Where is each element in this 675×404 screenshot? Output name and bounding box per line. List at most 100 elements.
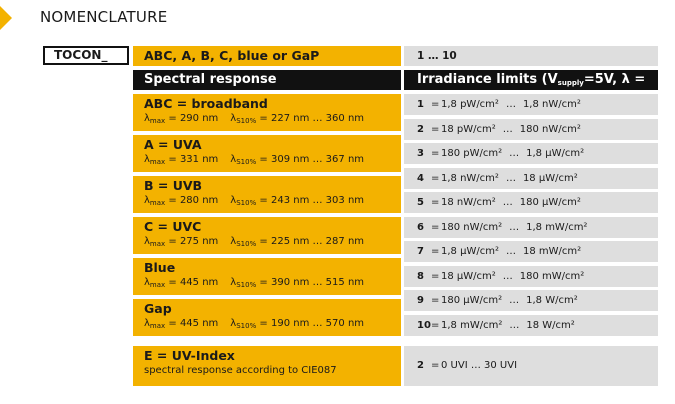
irradiance-row: 2 = 18 pW/cm² … 180 nW/cm² bbox=[404, 119, 658, 140]
spectral-item-wavelengths: λmax = 331 nm λS10% = 309 nm … 367 nm bbox=[144, 153, 401, 169]
product-code-box: TOCON_ bbox=[43, 46, 129, 65]
irradiance-row: 5 = 18 nW/cm² … 180 µW/cm² bbox=[404, 192, 658, 213]
irradiance-sep: … bbox=[502, 271, 513, 282]
irradiance-to: 18 mW/cm² bbox=[522, 246, 582, 257]
variant-options-label: ABC, A, B, C, blue or GaP bbox=[144, 48, 320, 63]
lambda-s10-sub: S10% bbox=[236, 322, 257, 330]
irradiance-header-supply-sub: supply bbox=[557, 79, 584, 87]
uv-index-eq: = bbox=[431, 360, 440, 371]
irradiance-number: 2 bbox=[417, 124, 424, 135]
lambda-symbol: λ bbox=[144, 113, 150, 124]
lambda-eq: = bbox=[256, 236, 271, 247]
irradiance-row: 10= 1,8 mW/cm² … 18 W/cm² bbox=[404, 315, 658, 336]
irradiance-from: 180 nW/cm² bbox=[441, 222, 503, 233]
range-label: 1 … 10 bbox=[417, 50, 457, 62]
lambda-max-value: 290 nm bbox=[179, 113, 219, 124]
lambda-symbol: λ bbox=[230, 113, 237, 124]
irradiance-from: 18 pW/cm² bbox=[441, 124, 496, 135]
lambda-s10-range: 309 nm … 367 nm bbox=[270, 154, 365, 165]
irradiance-sep: … bbox=[509, 148, 520, 159]
irradiance-eq: = bbox=[431, 99, 440, 110]
lambda-max-value: 445 nm bbox=[179, 277, 219, 288]
lambda-s10-range: 390 nm … 515 nm bbox=[270, 277, 365, 288]
lambda-max-value: 280 nm bbox=[179, 195, 219, 206]
lambda-symbol: λ bbox=[230, 236, 237, 247]
lambda-eq: = bbox=[165, 195, 180, 206]
irradiance-sep: … bbox=[509, 320, 520, 331]
lambda-max-sub: max bbox=[149, 281, 166, 289]
range-row: 1 … 10 bbox=[404, 46, 658, 66]
spectral-response-label: Spectral response bbox=[144, 72, 277, 87]
irradiance-eq: = bbox=[431, 148, 440, 159]
lambda-s10-sub: S10% bbox=[236, 199, 257, 207]
lambda-symbol: λ bbox=[144, 236, 150, 247]
lambda-symbol: λ bbox=[144, 195, 150, 206]
uv-index-range: 0 UVI … 30 UVI bbox=[441, 360, 518, 371]
irradiance-from: 18 µW/cm² bbox=[441, 271, 496, 282]
lambda-eq: = bbox=[256, 318, 271, 329]
irradiance-to: 180 nW/cm² bbox=[519, 124, 581, 135]
irradiance-to: 1,8 mW/cm² bbox=[526, 222, 588, 233]
lambda-eq: = bbox=[165, 318, 180, 329]
spectral-item-wavelengths: λmax = 290 nm λS10% = 227 nm … 360 nm bbox=[144, 112, 401, 128]
spectral-item-name: Gap bbox=[144, 301, 172, 316]
irradiance-sep: … bbox=[505, 173, 516, 184]
lambda-s10-sub: S10% bbox=[236, 281, 257, 289]
irradiance-to: 1,8 W/cm² bbox=[526, 295, 578, 306]
spectral-item-wavelengths: λmax = 280 nm λS10% = 243 nm … 303 nm bbox=[144, 194, 401, 210]
irradiance-limits-header: Irradiance limits (Vsupply=5V, λ = λpeak… bbox=[404, 70, 658, 110]
lambda-max-value: 445 nm bbox=[179, 318, 219, 329]
irradiance-number: 8 bbox=[417, 271, 424, 282]
irradiance-to: 18 W/cm² bbox=[526, 320, 575, 331]
irradiance-number: 10 bbox=[417, 320, 431, 331]
irradiance-row: 7 = 1,8 µW/cm² … 18 mW/cm² bbox=[404, 241, 658, 262]
lambda-max-sub: max bbox=[149, 322, 166, 330]
spectral-item: A = UVA λmax = 331 nm λS10% = 309 nm … 367… bbox=[133, 135, 401, 172]
irradiance-row: 3 = 180 pW/cm² … 1,8 µW/cm² bbox=[404, 143, 658, 164]
irradiance-sep: … bbox=[509, 222, 520, 233]
lambda-symbol: λ bbox=[144, 318, 150, 329]
spectral-item-wavelengths: λmax = 445 nm λS10% = 390 nm … 515 nm bbox=[144, 276, 401, 292]
lambda-eq: = bbox=[165, 154, 180, 165]
irradiance-row: 8 = 18 µW/cm² … 180 mW/cm² bbox=[404, 266, 658, 287]
irradiance-number: 5 bbox=[417, 197, 424, 208]
spectral-item-name: B = UVB bbox=[144, 178, 203, 193]
spectral-item-name: ABC = broadband bbox=[144, 96, 268, 111]
lambda-s10-range: 225 nm … 287 nm bbox=[270, 236, 365, 247]
irradiance-row: 1 = 1,8 pW/cm² … 1,8 nW/cm² bbox=[404, 94, 658, 115]
lambda-symbol: λ bbox=[144, 277, 150, 288]
irradiance-number: 3 bbox=[417, 148, 424, 159]
lambda-symbol: λ bbox=[230, 277, 237, 288]
lambda-max-sub: max bbox=[149, 240, 166, 248]
irradiance-row: 6 = 180 nW/cm² … 1,8 mW/cm² bbox=[404, 217, 658, 238]
irradiance-number: 1 bbox=[417, 99, 424, 110]
spectral-item-wavelengths: λmax = 445 nm λS10% = 190 nm … 570 nm bbox=[144, 317, 401, 333]
lambda-max-sub: max bbox=[149, 117, 166, 125]
irradiance-sep: … bbox=[502, 197, 513, 208]
uv-index-row: E = UV-Index spectral response according… bbox=[133, 346, 401, 386]
lambda-max-sub: max bbox=[149, 158, 166, 166]
spectral-item-name: C = UVC bbox=[144, 219, 202, 234]
irradiance-to: 1,8 µW/cm² bbox=[526, 148, 585, 159]
lambda-symbol: λ bbox=[230, 154, 237, 165]
lambda-s10-range: 243 nm … 303 nm bbox=[270, 195, 365, 206]
irradiance-header-text: Irradiance limits (V bbox=[417, 72, 558, 87]
uv-index-range-row: 2 = 0 UVI … 30 UVI bbox=[404, 346, 658, 386]
lambda-eq: = bbox=[256, 113, 271, 124]
spectral-response-header: Spectral response bbox=[133, 70, 401, 90]
irradiance-to: 180 mW/cm² bbox=[519, 271, 585, 282]
section-marker-icon bbox=[0, 6, 12, 30]
lambda-eq: = bbox=[165, 236, 180, 247]
irradiance-eq: = bbox=[431, 222, 440, 233]
variant-options-row: ABC, A, B, C, blue or GaP bbox=[133, 46, 401, 66]
irradiance-from: 180 pW/cm² bbox=[441, 148, 503, 159]
irradiance-row: 4 = 1,8 nW/cm² … 18 µW/cm² bbox=[404, 168, 658, 189]
irradiance-number: 9 bbox=[417, 295, 424, 306]
irradiance-to: 1,8 nW/cm² bbox=[522, 99, 581, 110]
uv-index-description: spectral response according to CIE087 bbox=[144, 365, 337, 376]
lambda-symbol: λ bbox=[230, 195, 237, 206]
irradiance-from: 1,8 nW/cm² bbox=[441, 173, 499, 184]
irradiance-sep: … bbox=[505, 246, 516, 257]
lambda-symbol: λ bbox=[230, 318, 237, 329]
irradiance-sep: … bbox=[505, 99, 516, 110]
